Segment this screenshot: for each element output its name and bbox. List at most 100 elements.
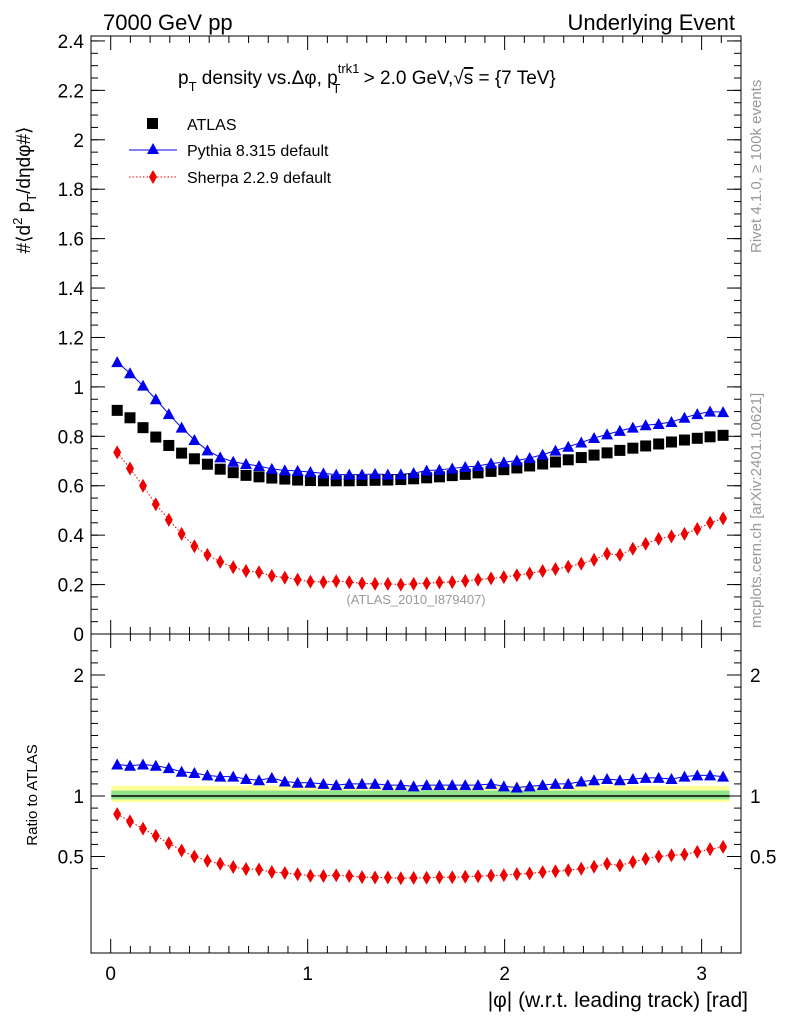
atlas-point	[292, 474, 304, 486]
pythia-point	[214, 451, 227, 463]
x-tick-label: 2	[499, 964, 510, 985]
ratio-pythia-point	[588, 774, 601, 786]
ratio-y-axis: 0.5 0.5 1 1 2 2	[58, 650, 776, 870]
ratio-pythia-point	[652, 771, 665, 783]
ratio-sherpa-point	[487, 868, 496, 883]
sherpa-point	[615, 547, 624, 562]
sherpa-point	[345, 575, 354, 590]
pythia-point	[704, 405, 717, 417]
pythia-point	[278, 464, 291, 476]
sherpa-point	[719, 511, 728, 526]
pythia-point	[265, 462, 278, 474]
ratio-sherpa-point	[280, 865, 289, 880]
legend: ATLAS Pythia 8.315 default Sherpa 2.2.9 …	[129, 117, 332, 187]
atlas-point	[240, 469, 252, 481]
sherpa-point	[332, 574, 341, 589]
ratio-sherpa-point	[551, 864, 560, 879]
ylabel-sub: T	[24, 194, 39, 202]
ratio-sherpa-point	[615, 858, 624, 873]
pythia-point	[691, 408, 704, 420]
title-p-sub: T	[189, 79, 197, 94]
ratio-sherpa-point	[371, 870, 380, 885]
sherpa-point	[603, 546, 612, 561]
pythia-point	[420, 464, 433, 476]
pythia-point	[175, 421, 188, 433]
watermark-label: (ATLAS_2010_I879407)	[346, 592, 485, 607]
atlas-point	[614, 444, 626, 456]
ratio-sherpa-point	[177, 843, 186, 858]
pythia-point	[446, 462, 459, 474]
pythia-point	[227, 455, 240, 467]
ratio-pythia-point	[510, 781, 523, 793]
atlas-point	[511, 462, 523, 474]
ratio-pythia-point	[665, 773, 678, 785]
pythia-line	[116, 361, 724, 476]
pythia-point	[394, 468, 407, 480]
atlas-point	[176, 447, 188, 459]
pythia-point	[665, 415, 678, 427]
ratio-sherpa-point	[332, 868, 341, 883]
main-y-tick-label: 1.8	[58, 180, 84, 201]
sherpa-point	[229, 560, 238, 575]
atlas-point	[266, 472, 278, 484]
ratio-sherpa-point	[345, 868, 354, 883]
sherpa-point	[280, 570, 289, 585]
ratio-sherpa-point	[293, 867, 302, 882]
ratio-pythia-point	[162, 762, 175, 774]
header-right: Underlying Event	[567, 10, 735, 35]
plot-title: pT density vs.Δφ, ptrk1 T > 2.0 GeV,√s = …	[178, 61, 556, 96]
main-y-tick-label: 1	[73, 378, 84, 399]
ratio-pythia-point	[485, 777, 498, 789]
ratio-y-tick-label: 2	[73, 666, 84, 687]
atlas-point	[279, 473, 291, 485]
pythia-point	[459, 460, 472, 472]
sherpa-point	[499, 570, 508, 585]
sherpa-point	[551, 562, 560, 577]
pythia-point	[369, 467, 382, 479]
atlas-point	[446, 470, 458, 482]
sherpa-point	[255, 565, 264, 580]
atlas-point	[640, 440, 652, 452]
atlas-point	[253, 471, 265, 483]
ratio-pythia-point	[343, 777, 356, 789]
ratio-sherpa-point	[422, 870, 431, 885]
pythia-point	[343, 468, 356, 480]
atlas-point	[395, 474, 407, 486]
sherpa-point	[512, 568, 521, 583]
ratio-pythia-point	[446, 779, 459, 791]
pythia-point	[562, 440, 575, 452]
atlas-point	[653, 438, 665, 450]
ratio-pythia-point	[407, 780, 420, 792]
legend-label-sherpa: Sherpa 2.2.9 default	[187, 170, 332, 187]
pythia-point	[240, 457, 253, 469]
sherpa-point	[306, 574, 315, 589]
sherpa-point	[680, 526, 689, 541]
atlas-point	[343, 475, 355, 487]
ratio-pythia-point	[420, 779, 433, 791]
ratio-y-tick-label-right: 0.5	[750, 848, 776, 869]
ratio-pythia-point	[253, 774, 266, 786]
legend-marker-pythia	[147, 143, 159, 154]
pythia-point	[291, 464, 304, 476]
sherpa-point	[371, 576, 380, 591]
sherpa-point	[409, 576, 418, 591]
ratio-pythia-point	[304, 776, 317, 788]
ratio-pythia-point	[356, 777, 369, 789]
ratio-y-tick-label: 0.5	[58, 848, 84, 869]
ratio-pythia-point	[691, 769, 704, 781]
ratio-pythia-point	[111, 758, 124, 770]
atlas-point	[124, 412, 136, 424]
sherpa-point	[151, 497, 160, 512]
ylabel-open: #⟨d	[14, 225, 35, 254]
x-axis-label: |φ| (w.r.t. leading track) [rad]	[488, 989, 748, 1012]
ratio-pythia-point	[523, 780, 536, 792]
title-trk-sup: trk1	[338, 61, 360, 76]
ratio-pythia-point	[188, 767, 201, 779]
ratio-pythia-point	[149, 759, 162, 771]
ylabel-p: p	[14, 202, 35, 218]
sherpa-point	[358, 576, 367, 591]
ratio-pythia-point	[626, 773, 639, 785]
uncertainty-band-inner	[111, 790, 730, 800]
pythia-point	[613, 424, 626, 436]
